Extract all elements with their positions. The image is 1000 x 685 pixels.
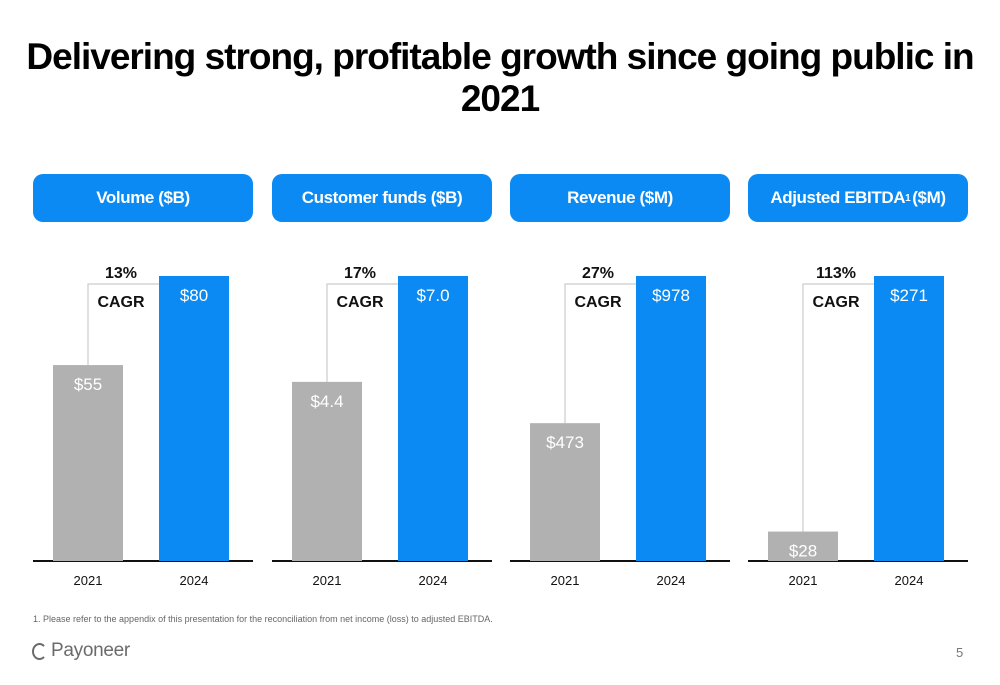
cagr-word: CAGR xyxy=(336,294,384,311)
x-tick-label: 2024 xyxy=(180,573,209,588)
bar-value-label: $7.0 xyxy=(416,286,449,305)
bar-2024 xyxy=(874,276,944,561)
cagr-label-backdrop xyxy=(95,290,147,312)
bar-value-label: $473 xyxy=(546,433,584,452)
cagr-bracket xyxy=(326,283,398,382)
cagr-word: CAGR xyxy=(812,294,860,311)
cagr-value: 17% xyxy=(344,265,376,282)
chart-panel: $4.4 2021 $7.0 2024 17% CAGR xyxy=(272,265,492,588)
cagr-bracket xyxy=(802,283,874,532)
bar-2021 xyxy=(530,423,600,561)
chart-header-label: Customer funds ($B) xyxy=(301,188,463,207)
x-tick-label: 2021 xyxy=(74,573,103,588)
bar-2024 xyxy=(159,276,229,561)
payoneer-logo-icon xyxy=(32,642,47,660)
cagr-value: 27% xyxy=(582,265,614,282)
chart-header-revenue: Revenue ($M) xyxy=(510,174,730,222)
footnote-marker: 1 xyxy=(905,192,911,204)
x-tick-label: 2021 xyxy=(789,573,818,588)
page-number: 5 xyxy=(956,645,964,660)
cagr-value: 113% xyxy=(816,265,856,282)
bar-value-label: $4.4 xyxy=(310,392,343,411)
x-tick-label: 2024 xyxy=(657,573,686,588)
bar-2024 xyxy=(398,276,468,561)
bar-2021 xyxy=(292,381,362,561)
chart-header-suffix: ($M) xyxy=(912,188,946,207)
logo-text: Payoneer xyxy=(51,640,130,661)
chart-header-volume: Volume ($B) xyxy=(33,174,253,222)
chart-header-adjusted-ebitda: Adjusted EBITDA 1 ($M) xyxy=(748,174,968,222)
bar-2021 xyxy=(53,365,123,561)
cagr-value: 13% xyxy=(105,265,137,282)
bar-value-label: $55 xyxy=(74,375,102,394)
cagr-word: CAGR xyxy=(97,294,145,311)
x-tick-label: 2021 xyxy=(551,573,580,588)
page-title: Delivering strong, profitable growth sin… xyxy=(26,36,974,119)
cagr-label-backdrop xyxy=(572,290,624,312)
footnote: 1. Please refer to the appendix of this … xyxy=(33,614,493,624)
bar-value-label: $978 xyxy=(652,286,690,305)
cagr-bracket xyxy=(564,283,636,424)
bar-value-label: $28 xyxy=(789,542,817,561)
chart-header-label: Revenue ($M) xyxy=(567,188,673,207)
bar-2021 xyxy=(768,531,838,561)
company-logo: Payoneer xyxy=(32,638,130,664)
chart-panel: $28 2021 $271 2024 113% CAGR xyxy=(748,265,968,588)
bar-2024 xyxy=(636,276,706,561)
x-tick-label: 2024 xyxy=(895,573,924,588)
bar-value-label: $80 xyxy=(180,286,208,305)
cagr-word: CAGR xyxy=(574,294,622,311)
chart-header-customer-funds: Customer funds ($B) xyxy=(272,174,492,222)
chart-header-label: Adjusted EBITDA xyxy=(770,188,906,207)
cagr-bracket xyxy=(87,283,159,366)
chart-panel: $55 2021 $80 2024 13% CAGR xyxy=(33,265,253,588)
chart-panel: $473 2021 $978 2024 27% CAGR xyxy=(510,265,730,588)
chart-header-label: Volume ($B) xyxy=(96,188,190,207)
x-tick-label: 2021 xyxy=(313,573,342,588)
cagr-label-backdrop xyxy=(334,290,386,312)
cagr-label-backdrop xyxy=(810,290,862,312)
x-tick-label: 2024 xyxy=(419,573,448,588)
bar-value-label: $271 xyxy=(890,286,928,305)
